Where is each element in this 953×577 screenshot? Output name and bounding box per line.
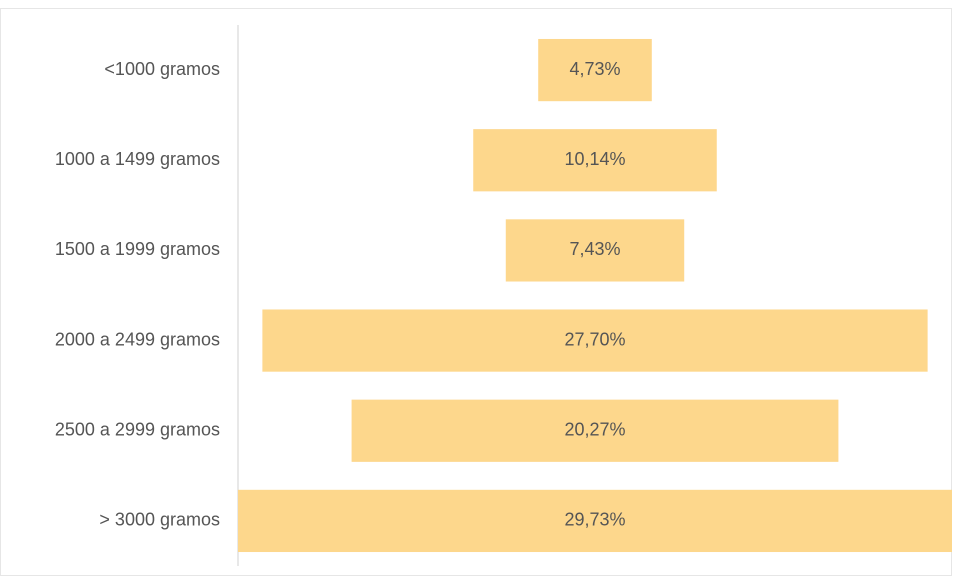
value-label: 4,73% bbox=[569, 59, 620, 79]
value-label: 10,14% bbox=[564, 149, 625, 169]
funnel-bar bbox=[262, 309, 928, 372]
category-label: > 3000 gramos bbox=[99, 510, 220, 530]
value-label: 27,70% bbox=[564, 329, 625, 349]
category-label: 2500 a 2999 gramos bbox=[55, 420, 220, 440]
funnel-bar bbox=[238, 489, 952, 553]
funnel-bar bbox=[473, 129, 717, 192]
funnel-bar bbox=[351, 399, 839, 462]
category-label: 1500 a 1999 gramos bbox=[55, 239, 220, 259]
value-label: 29,73% bbox=[564, 510, 625, 530]
funnel-bar bbox=[505, 219, 685, 282]
value-label: 20,27% bbox=[564, 420, 625, 440]
category-label: 2000 a 2499 gramos bbox=[55, 329, 220, 349]
category-label: <1000 gramos bbox=[104, 59, 220, 79]
category-label: 1000 a 1499 gramos bbox=[55, 149, 220, 169]
value-label: 7,43% bbox=[569, 239, 620, 259]
chart-border bbox=[0, 8, 952, 576]
funnel-bar bbox=[538, 38, 652, 102]
